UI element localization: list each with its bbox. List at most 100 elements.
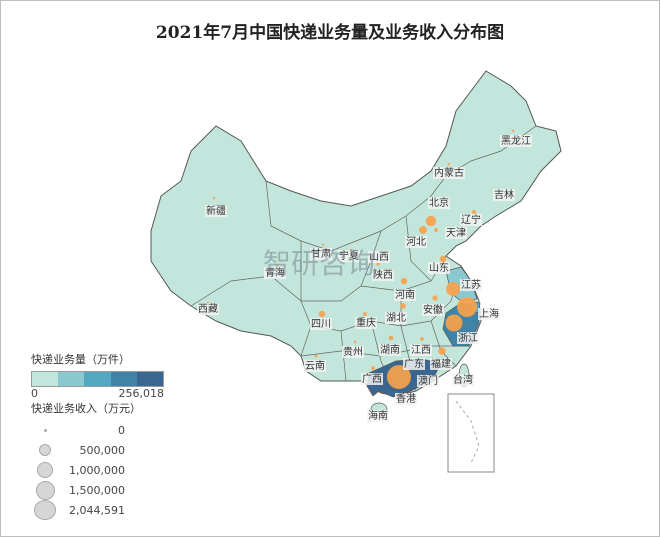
label-background [385, 312, 407, 324]
label-background [205, 205, 227, 217]
label-background [478, 308, 500, 320]
revenue-bubble[interactable] [447, 162, 451, 166]
revenue-bubble[interactable] [456, 296, 478, 318]
label-background [405, 236, 427, 248]
revenue-bubble[interactable] [212, 196, 216, 200]
province-label: 新疆 [206, 204, 226, 217]
province-label: 云南 [305, 359, 325, 372]
revenue-bubble[interactable] [388, 335, 394, 341]
revenue-bubble[interactable] [376, 262, 380, 266]
label-background [430, 358, 452, 370]
revenue-bubbles [206, 129, 515, 413]
province-label: 江苏 [461, 278, 481, 291]
south-china-sea-inset [447, 393, 495, 473]
revenue-bubble[interactable] [321, 243, 325, 247]
revenue-bubble[interactable] [387, 365, 411, 389]
revenue-bubble[interactable] [511, 129, 515, 133]
volume-color-ramp [31, 371, 164, 387]
province-label: 海南 [368, 409, 388, 422]
size-row: 2,044,591 [31, 500, 164, 520]
province-label: 广西 [362, 373, 382, 385]
province-label: 甘肃 [311, 247, 331, 260]
size-label: 2,044,591 [69, 503, 125, 517]
label-background [417, 375, 439, 387]
label-background [310, 318, 332, 330]
province-label: 陕西 [373, 268, 393, 281]
watermark: 智研咨询 [263, 247, 375, 280]
size-label: 1,000,000 [69, 463, 125, 477]
province-label: 广东 [404, 357, 424, 370]
province-label: 辽宁 [461, 213, 481, 226]
size-row: 1,500,000 [31, 480, 164, 500]
size-label: 500,000 [79, 443, 126, 457]
revenue-bubble[interactable] [434, 228, 438, 232]
label-background [403, 358, 425, 370]
label-background [394, 289, 416, 301]
label-background [445, 227, 467, 239]
revenue-bubble[interactable] [419, 226, 427, 234]
province-label: 北京 [429, 196, 449, 209]
revenue-bubble[interactable] [371, 366, 375, 370]
revenue-bubble[interactable] [445, 281, 461, 297]
revenue-bubble[interactable] [420, 337, 424, 341]
label-background [493, 189, 515, 201]
province-label: 河南 [395, 288, 415, 301]
revenue-bubble[interactable] [438, 347, 446, 355]
province-label: 四川 [311, 319, 331, 330]
revenue-bubble[interactable] [314, 354, 318, 358]
revenue-bubble[interactable] [432, 295, 438, 301]
label-background [457, 332, 479, 344]
revenue-bubble[interactable] [445, 314, 463, 332]
province-label: 香港 [396, 393, 416, 405]
province-label: 台湾 [453, 373, 473, 386]
label-background [342, 346, 364, 358]
province-label: 浙江 [458, 332, 478, 344]
province-label: 黑龙江 [501, 134, 531, 147]
province-label: 河北 [406, 236, 426, 248]
revenue-bubble[interactable] [318, 310, 326, 318]
size-row: 500,000 [31, 440, 164, 460]
label-background [460, 279, 482, 291]
label-background [500, 135, 532, 147]
revenue-bubble[interactable] [471, 209, 477, 215]
label-background [310, 248, 332, 260]
province-label: 福建 [431, 357, 451, 370]
province-label: 上海 [479, 307, 499, 320]
revenue-bubble[interactable] [425, 215, 437, 227]
revenue-bubble[interactable] [439, 255, 447, 263]
province-label: 天津 [446, 227, 466, 239]
volume-legend-title: 快递业务量（万件） [31, 353, 130, 366]
province-label: 江西 [411, 344, 431, 356]
label-background [264, 267, 286, 279]
label-background [197, 303, 219, 315]
province-label: 安徽 [423, 303, 443, 316]
label-background [460, 214, 482, 226]
province-label: 重庆 [356, 316, 376, 329]
province-label: 澳门 [418, 374, 438, 387]
province-label: 贵州 [343, 345, 363, 358]
label-background [452, 374, 474, 386]
province-label: 湖北 [386, 312, 406, 324]
province-label: 湖南 [380, 343, 400, 356]
province-label: 山东 [429, 261, 449, 274]
province-label: 青海 [265, 266, 285, 279]
label-background [355, 317, 377, 329]
volume-min: 0 [31, 387, 38, 400]
label-background [379, 344, 401, 356]
label-background [410, 344, 432, 356]
nine-dash-line [455, 400, 480, 464]
revenue-legend-title: 快递业务收入（万元） [31, 402, 141, 415]
label-background [395, 393, 417, 405]
province-label: 宁夏 [339, 249, 359, 262]
revenue-bubble[interactable] [363, 312, 367, 316]
size-row: 1,000,000 [31, 460, 164, 480]
revenue-bubble[interactable] [400, 277, 408, 285]
revenue-bubble[interactable] [400, 303, 406, 309]
label-background [428, 262, 450, 274]
label-background [433, 167, 465, 179]
revenue-bubble[interactable] [353, 340, 357, 344]
revenue-bubble[interactable] [275, 263, 279, 267]
